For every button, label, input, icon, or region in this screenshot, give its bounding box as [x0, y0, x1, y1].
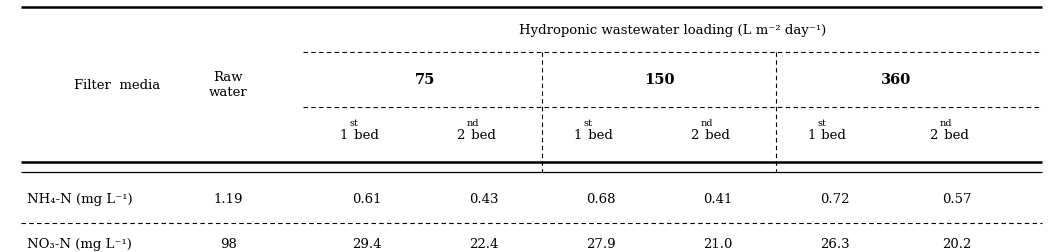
- Text: 21.0: 21.0: [703, 237, 732, 250]
- Text: bed: bed: [350, 128, 378, 141]
- Text: nd: nd: [940, 119, 952, 128]
- Text: 0.68: 0.68: [586, 193, 615, 206]
- Text: 0.41: 0.41: [703, 193, 732, 206]
- Text: 2: 2: [929, 128, 938, 141]
- Text: 360: 360: [880, 73, 911, 87]
- Text: nd: nd: [701, 119, 713, 128]
- Text: 0.72: 0.72: [820, 193, 849, 206]
- Text: 0.43: 0.43: [469, 193, 499, 206]
- Text: 75: 75: [415, 73, 436, 87]
- Text: 150: 150: [644, 73, 674, 87]
- Text: bed: bed: [467, 128, 495, 141]
- Text: NO₃-N (mg L⁻¹): NO₃-N (mg L⁻¹): [27, 237, 132, 250]
- Text: Hydroponic wastewater loading (L m⁻² day⁻¹): Hydroponic wastewater loading (L m⁻² day…: [519, 24, 826, 37]
- Text: 2: 2: [690, 128, 698, 141]
- Text: 22.4: 22.4: [469, 237, 499, 250]
- Text: 1.19: 1.19: [214, 193, 243, 206]
- Text: Filter  media: Filter media: [73, 79, 161, 91]
- Text: 0.57: 0.57: [942, 193, 972, 206]
- Text: bed: bed: [701, 128, 729, 141]
- Text: st: st: [584, 119, 592, 128]
- Text: st: st: [350, 119, 358, 128]
- Text: 27.9: 27.9: [586, 237, 615, 250]
- Text: 1: 1: [339, 128, 348, 141]
- Text: 1: 1: [573, 128, 581, 141]
- Text: nd: nd: [467, 119, 479, 128]
- Text: 26.3: 26.3: [820, 237, 849, 250]
- Text: 2: 2: [456, 128, 465, 141]
- Text: 98: 98: [220, 237, 237, 250]
- Text: 29.4: 29.4: [352, 237, 382, 250]
- Text: 0.61: 0.61: [352, 193, 382, 206]
- Text: NH₄-N (mg L⁻¹): NH₄-N (mg L⁻¹): [27, 193, 132, 206]
- Text: 20.2: 20.2: [942, 237, 972, 250]
- Text: 1: 1: [807, 128, 815, 141]
- Text: bed: bed: [817, 128, 846, 141]
- Text: bed: bed: [940, 128, 968, 141]
- Text: st: st: [817, 119, 826, 128]
- Text: bed: bed: [584, 128, 612, 141]
- Text: Raw
water: Raw water: [209, 71, 248, 99]
